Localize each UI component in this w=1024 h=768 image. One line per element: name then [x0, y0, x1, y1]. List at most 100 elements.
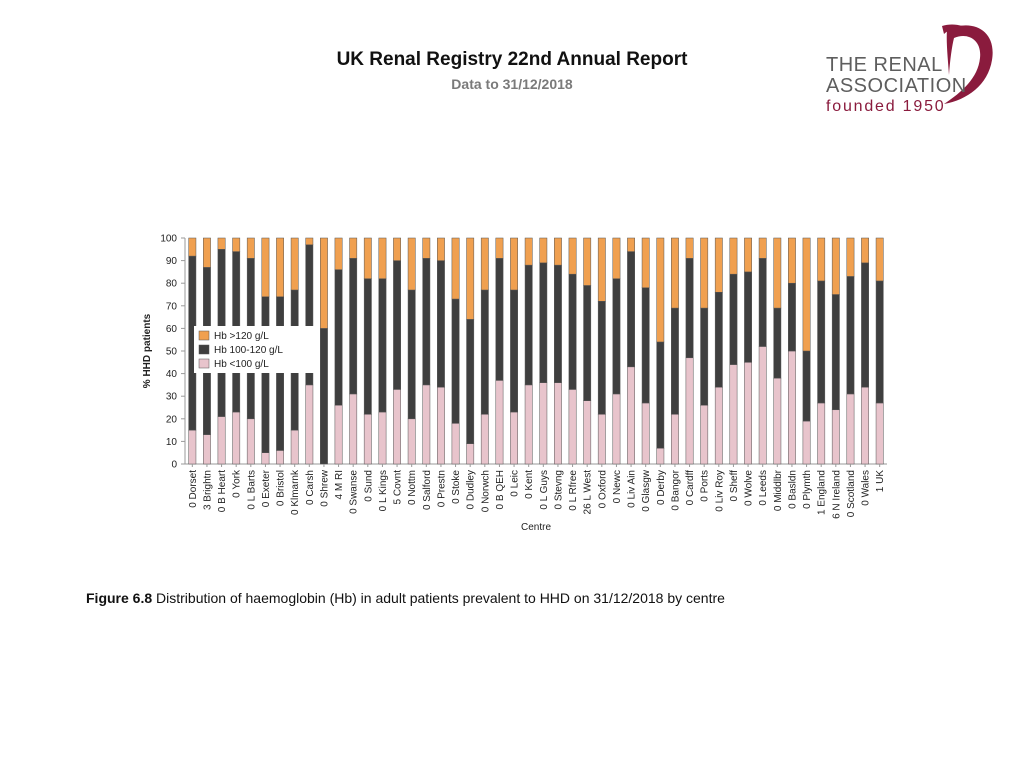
bar-segment-high [802, 237, 811, 352]
bar-segment-high [831, 237, 840, 295]
x-tick-label: 6 N Ireland [831, 470, 842, 519]
bar-segment-low [363, 414, 372, 465]
bar-segment-high [729, 237, 738, 275]
bar-segment-mid [480, 289, 489, 415]
bar-segment-mid [539, 262, 548, 383]
x-tick-label: 0 Glasgw [641, 469, 652, 511]
bar-segment-mid [334, 269, 343, 406]
bar-segment-mid [466, 319, 475, 444]
bar-segment-high [495, 237, 504, 259]
bar-segment-low [817, 402, 826, 465]
bar-segment-high [539, 237, 548, 264]
x-axis-title: Centre [521, 522, 551, 533]
bar-segment-mid [875, 280, 884, 404]
y-tick-label: 70 [166, 301, 178, 312]
bar-segment-mid [597, 301, 606, 415]
bar-segment-high [714, 237, 723, 293]
bar-segment-low [729, 364, 738, 465]
logo-text-line1: THE RENAL [826, 54, 943, 76]
bar-segment-high [188, 237, 197, 257]
y-tick-label: 10 [166, 437, 178, 448]
bar-segment-low [788, 350, 796, 465]
bar-segment-high [524, 237, 533, 266]
renal-association-logo: THE RENAL ASSOCIATION founded 1950 [822, 20, 1002, 120]
bar-segment-low [554, 382, 562, 465]
bar-segment-mid [378, 278, 387, 413]
bar-segment-low [583, 400, 592, 465]
bar-segment-high [378, 237, 387, 279]
bar-segment-high [773, 237, 782, 309]
bar-segment-low [846, 393, 855, 465]
bar-segment-high [568, 237, 577, 275]
legend-label: Hb <100 g/L [214, 359, 269, 370]
bar-segment-high [597, 237, 606, 302]
bar-segment-mid [846, 276, 855, 395]
bar-segment-high [466, 237, 475, 320]
bar-segment-mid [363, 278, 372, 415]
legend-box [194, 326, 318, 373]
bar-segment-mid [612, 278, 621, 395]
bar-segment-mid [671, 307, 679, 415]
x-tick-label: 0 Prestn [436, 470, 447, 507]
bar-segment-mid [714, 291, 723, 388]
legend-label: Hb >120 g/L [214, 331, 269, 342]
y-tick-label: 20 [166, 414, 178, 425]
bar-segment-high [349, 237, 358, 259]
bar-segment-mid [583, 285, 592, 401]
bar-segment-low [612, 393, 621, 465]
x-tick-label: 1 UK [875, 470, 886, 493]
bar-segment-high [363, 237, 372, 279]
bar-segment-low [773, 377, 782, 465]
bar-segment-high [846, 237, 855, 277]
x-tick-label: 0 Wales [861, 470, 872, 506]
x-tick-label: 0 Carsh [305, 470, 316, 505]
bar-segment-low [466, 443, 475, 465]
bar-segment-high [451, 237, 460, 300]
bar-segment-mid [407, 289, 416, 420]
y-tick-label: 100 [160, 234, 177, 245]
bar-segment-mid [802, 350, 811, 422]
legend-swatch [198, 330, 210, 341]
bar-segment-high [788, 237, 796, 284]
bar-segment-high [641, 237, 650, 288]
bar-segment-mid [349, 258, 358, 395]
bar-segment-mid [788, 282, 796, 352]
x-tick-label: 0 Stevng [553, 470, 564, 509]
x-tick-label: 0 Leeds [758, 470, 769, 506]
bar-segment-low [334, 404, 343, 465]
y-axis-title: % HHD patients [142, 313, 153, 388]
bar-segment-mid [261, 296, 270, 453]
bar-segment-low [802, 420, 811, 465]
bar-segment-low [451, 423, 460, 465]
figure-caption: Figure 6.8 Distribution of haemoglobin (… [86, 590, 725, 606]
bar-segment-high [437, 237, 445, 261]
bar-segment-mid [861, 262, 869, 388]
bar-segment-high [422, 237, 431, 259]
bar-segment-mid [451, 298, 460, 424]
x-tick-label: 0 York [232, 469, 243, 498]
legend-label: Hb 100-120 g/L [214, 345, 283, 356]
bar-segment-low [700, 404, 709, 465]
bar-segment-low [861, 386, 869, 465]
bar-segment-high [656, 237, 665, 343]
figure-caption-label: Figure 6.8 [86, 590, 153, 606]
legend-swatch [198, 344, 210, 355]
bar-segment-low [422, 384, 431, 465]
y-tick-label: 40 [166, 369, 178, 380]
bar-segment-high [290, 237, 299, 291]
y-tick-label: 80 [166, 279, 178, 290]
bar-segment-low [685, 357, 694, 465]
x-tick-label: 0 Sund [363, 470, 374, 502]
bar-segment-low [437, 386, 445, 465]
x-tick-label: 0 Dorset [188, 470, 199, 508]
bar-segment-high [305, 237, 314, 246]
x-tick-label: 0 Cardff [685, 470, 696, 506]
x-tick-label: 0 Exeter [261, 469, 272, 507]
x-tick-label: 0 Oxford [597, 470, 608, 508]
bar-segment-low [290, 429, 299, 465]
x-tick-label: 0 L Kings [378, 470, 389, 511]
hb-distribution-chart: 0 10 20 30 40 50 60 70 80 90 100 0 Dorset 3 Brightn 0… [142, 234, 887, 533]
bar-segment-mid [758, 258, 767, 347]
bar-segment-high [261, 237, 270, 298]
bar-segment-high [334, 237, 343, 270]
